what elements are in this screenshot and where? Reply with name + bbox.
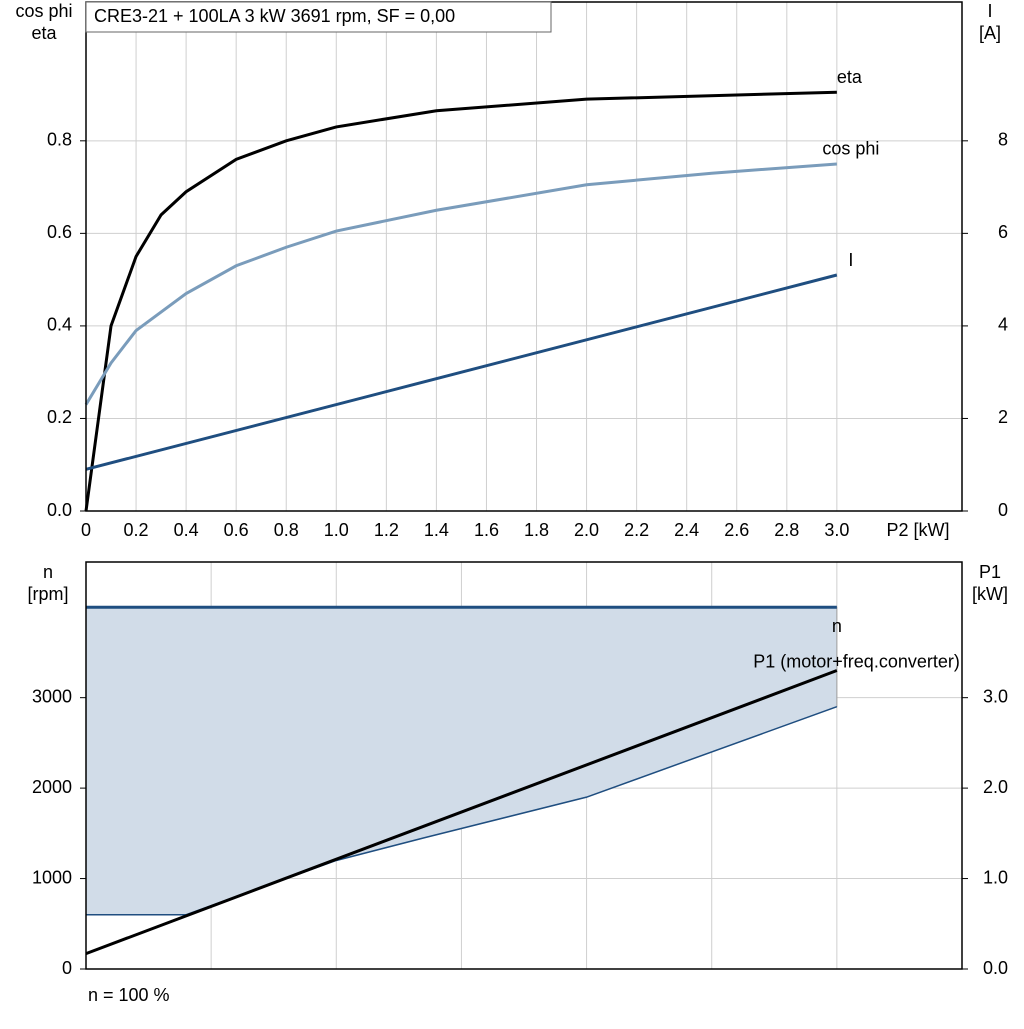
y2-axis-title: [kW] (972, 584, 1008, 604)
y2-axis-title: I (987, 1, 992, 21)
y-axis-title: eta (31, 23, 57, 43)
y2-tick-label: 2.0 (983, 777, 1008, 797)
x-tick-label: 2.4 (674, 520, 699, 540)
y-axis-title: n (43, 562, 53, 582)
x-tick-label: 0 (81, 520, 91, 540)
y2-tick-label: 1.0 (983, 867, 1008, 887)
x-axis-title: P2 [kW] (886, 520, 949, 540)
x-tick-label: 2.6 (724, 520, 749, 540)
series-label: I (848, 250, 853, 270)
y-tick-label: 0.2 (47, 407, 72, 427)
x-tick-label: 0.4 (174, 520, 199, 540)
x-tick-label: 0.8 (274, 520, 299, 540)
x-tick-label: 1.4 (424, 520, 449, 540)
x-tick-label: 0.2 (124, 520, 149, 540)
series-line (86, 706, 838, 916)
x-tick-label: 1.2 (374, 520, 399, 540)
y2-tick-label: 3.0 (983, 686, 1008, 706)
y-tick-label: 2000 (32, 777, 72, 797)
y-tick-label: 0.6 (47, 222, 72, 242)
series-line (85, 669, 838, 956)
y-tick-label: 0.8 (47, 130, 72, 150)
y-tick-label: 0 (62, 958, 72, 978)
series-label: eta (837, 67, 863, 87)
y-axis-title: [rpm] (27, 584, 68, 604)
x-tick-label: 1.0 (324, 520, 349, 540)
y2-tick-label: 6 (998, 222, 1008, 242)
x-tick-label: 1.8 (524, 520, 549, 540)
series-label: cos phi (822, 139, 879, 159)
y-tick-label: 1000 (32, 867, 72, 887)
chart-title: CRE3-21 + 100LA 3 kW 3691 rpm, SF = 0,00 (94, 6, 455, 26)
note: n = 100 % (88, 985, 170, 1005)
plot-frame (85, 561, 963, 970)
series-label: n (832, 616, 842, 636)
x-tick-label: 3.0 (824, 520, 849, 540)
x-tick-label: 0.6 (224, 520, 249, 540)
y-axis-title: cos phi (15, 1, 72, 21)
y-tick-label: 0.0 (47, 500, 72, 520)
y2-tick-label: 8 (998, 130, 1008, 150)
series-line (84, 90, 837, 512)
y2-tick-label: 2 (998, 407, 1008, 427)
series-line (85, 273, 838, 471)
y-tick-label: 3000 (32, 686, 72, 706)
x-tick-label: 2.0 (574, 520, 599, 540)
x-tick-label: 1.6 (474, 520, 499, 540)
series-line (84, 162, 837, 406)
series-label: P1 (motor+freq.converter) (753, 651, 960, 671)
y2-tick-label: 0.0 (983, 958, 1008, 978)
title-box (85, 1, 552, 33)
x-tick-label: 2.2 (624, 520, 649, 540)
x-tick-label: 2.8 (774, 520, 799, 540)
y2-axis-title: [A] (979, 23, 1001, 43)
y2-axis-title: P1 (979, 562, 1001, 582)
y2-tick-label: 4 (998, 315, 1008, 335)
y-tick-label: 0.4 (47, 315, 72, 335)
y2-tick-label: 0 (998, 500, 1008, 520)
